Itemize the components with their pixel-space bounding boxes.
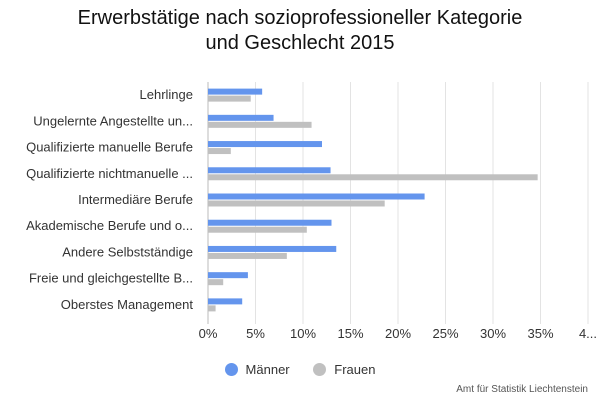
bar-frauen [208,148,231,155]
x-tick-label: 15% [337,326,363,341]
bar-maenner [208,193,425,200]
category-label: Intermediäre Berufe [78,192,193,207]
bar-frauen [208,95,251,102]
bar-frauen [208,121,312,128]
bar-maenner [208,114,274,121]
legend-swatch-maenner [224,363,238,376]
x-tick-label: 35% [527,326,553,341]
bar-maenner [208,272,248,279]
chart-title-line-1: Erwerbstätige nach sozioprofessioneller … [77,7,523,29]
category-label: Ungelernte Angestellte un... [33,113,193,128]
category-label: Lehrlinge [140,87,194,102]
category-label: Akademische Berufe und o... [26,218,193,233]
legend-swatch-frauen [313,363,327,376]
source-credit: Amt für Statistik Liechtenstein [456,384,588,395]
bar-maenner [208,167,331,174]
x-tick-label: 0% [199,326,218,341]
bar-frauen [208,226,307,233]
category-label: Qualifizierte manuelle Berufe [26,140,193,155]
x-tick-label: 25% [432,326,458,341]
category-label: Qualifizierte nichtmanuelle ... [26,166,193,181]
x-tick-label: 20% [385,326,411,341]
legend-item-maenner[interactable]: Männer [224,362,290,377]
x-tick-label: 30% [480,326,506,341]
bar-frauen [208,279,224,286]
bar-frauen [208,174,538,181]
category-label: Oberstes Management [61,297,194,312]
bar-maenner [208,245,337,252]
legend-label-frauen: Frauen [334,362,376,377]
x-tick-label: 5% [246,326,265,341]
x-tick-label: 10% [290,326,316,341]
category-label: Andere Selbstständige [62,244,193,259]
bar-frauen [208,200,385,207]
category-label: Freie und gleichgestellte B... [29,271,193,286]
bar-maenner [208,88,263,95]
legend-label-maenner: Männer [245,362,290,377]
chart-title-line-2: und Geschlecht 2015 [205,32,395,54]
bar-maenner [208,219,332,226]
bar-frauen [208,305,216,312]
chart-title: Erwerbstätige nach sozioprofessioneller … [0,6,600,56]
bar-maenner [208,298,243,305]
legend-item-frauen[interactable]: Frauen [313,362,375,377]
legend: Männer Frauen [0,362,600,379]
bar-frauen [208,252,287,259]
bar-maenner [208,141,322,148]
x-tick-label: 4... [579,326,597,341]
